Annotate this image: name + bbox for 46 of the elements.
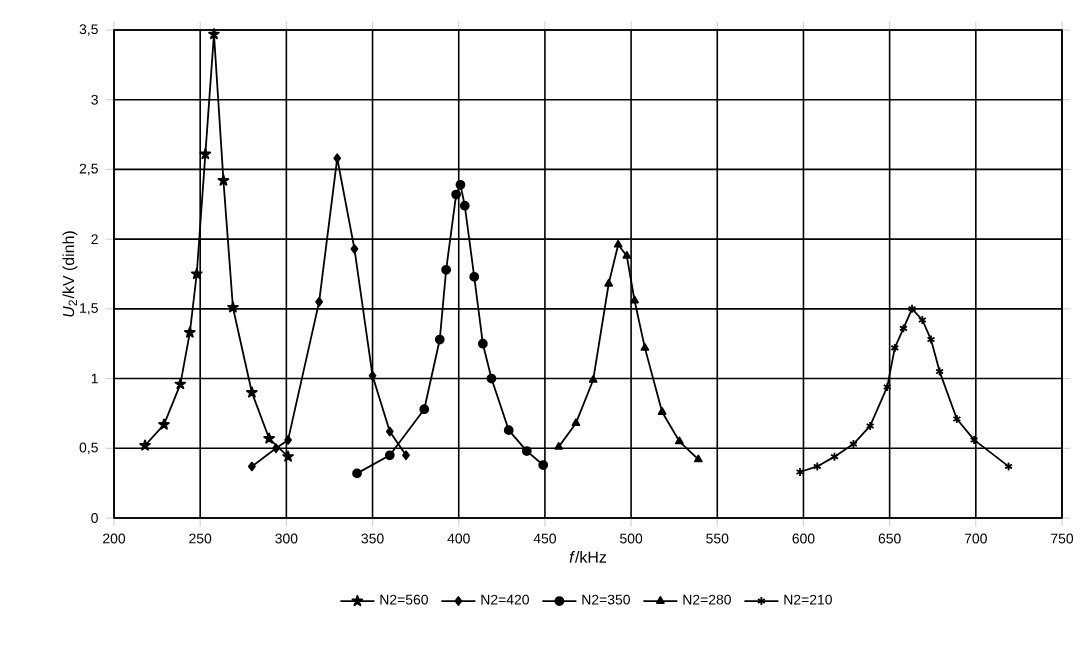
point (571, 418, 581, 427)
point (384, 450, 395, 461)
point (272, 443, 280, 454)
point (907, 303, 917, 314)
point (441, 264, 452, 275)
point (657, 407, 667, 415)
point (315, 297, 323, 307)
point (588, 375, 598, 383)
point (675, 436, 684, 445)
point (604, 278, 614, 287)
point (918, 315, 927, 325)
point (419, 404, 430, 415)
point (248, 461, 256, 472)
point (952, 414, 962, 424)
point (935, 366, 944, 377)
point (693, 454, 703, 463)
point (554, 442, 564, 450)
point (865, 421, 875, 431)
point (486, 373, 497, 384)
point (385, 426, 394, 437)
point (477, 338, 488, 349)
point (890, 343, 900, 353)
point (830, 451, 839, 462)
point (849, 439, 858, 449)
point (284, 435, 292, 445)
point (640, 343, 650, 351)
point (402, 450, 410, 461)
point (630, 295, 639, 304)
point (352, 468, 362, 479)
point (538, 460, 549, 470)
point (812, 461, 822, 472)
point (350, 244, 359, 254)
point (434, 334, 445, 345)
point (521, 446, 532, 456)
point (455, 179, 466, 190)
point (926, 334, 936, 345)
point (613, 239, 623, 248)
point (899, 323, 908, 334)
point (882, 382, 892, 392)
point (969, 435, 979, 445)
point (459, 200, 470, 211)
point (469, 271, 480, 282)
point (451, 189, 462, 200)
point (622, 250, 632, 259)
point (503, 425, 514, 436)
point (368, 370, 377, 381)
